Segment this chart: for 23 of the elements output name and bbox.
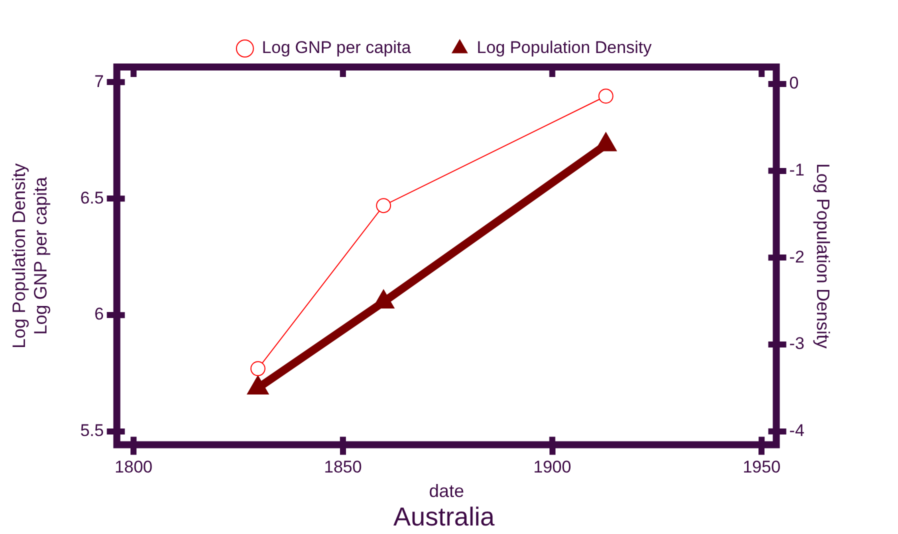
point [376,198,392,214]
y2-tick-label: -4 [789,421,804,440]
y2-tick-label: -2 [789,247,804,266]
text: Australia [393,502,496,532]
x-tick-label: 1950 [742,458,781,477]
x-tick-label: 1850 [324,458,362,477]
y2-tick-label: 0 [789,74,799,93]
x-tick-label: 1900 [533,458,572,477]
y2-axis-title: Log Population Density [813,163,834,348]
y-tick-label: 6 [94,304,104,324]
y-tick-label: 7 [94,72,104,91]
x-axis-title: date [429,480,464,501]
point [250,361,266,376]
point [598,88,614,104]
x-tick-label: 1800 [114,458,152,477]
y-tick-label: 5.5 [80,421,104,440]
y2-tick-label: -3 [789,334,804,354]
legend-label: Log Population Density [476,38,652,58]
legend-label: Log GNP per capita [262,38,412,58]
y-tick-label: 6.5 [80,188,104,208]
y-axis-title: Log Population Density Log GNP per capita [8,163,50,348]
y2-tick-label: -1 [789,160,804,180]
point [247,375,269,394]
